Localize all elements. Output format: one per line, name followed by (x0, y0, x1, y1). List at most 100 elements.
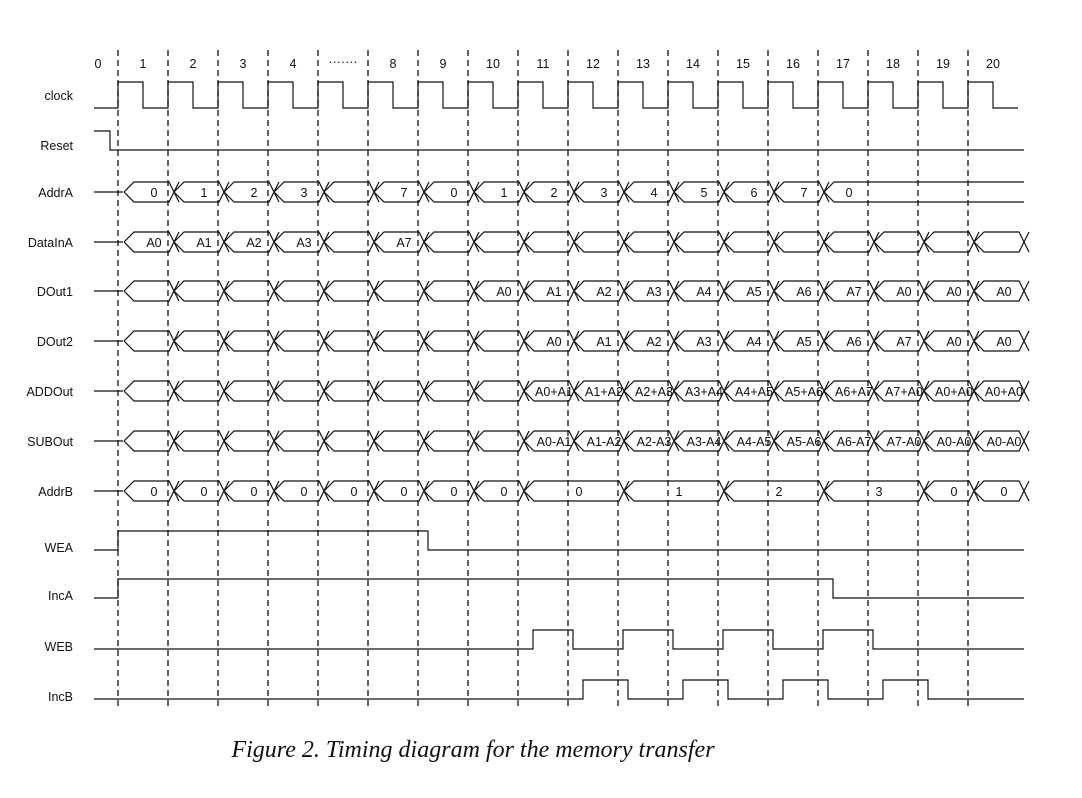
bus-cell (173, 280, 230, 302)
cycle-number-row: 0 1 2 3 4 8 9 10 11 12 13 14 15 16 17 18 19 20······· (95, 55, 1000, 71)
bus-cell (473, 231, 530, 253)
cycle-label: 1 (140, 57, 147, 71)
bus-cell (373, 280, 430, 302)
cycle-label: 8 (390, 57, 397, 71)
bus-cell (423, 430, 480, 452)
bus-value: A0 (946, 335, 961, 349)
signal-label-addra: AddrA (38, 186, 73, 200)
bus-value: 1 (501, 186, 508, 200)
bus-value: 3 (601, 186, 608, 200)
bus-cell (223, 330, 280, 352)
cycle-label: 15 (736, 57, 750, 71)
cycle-label: 13 (636, 57, 650, 71)
bus-value: 7 (401, 186, 408, 200)
cycle-label: 3 (240, 57, 247, 71)
cycle-label: 0 (95, 57, 102, 71)
bus-value: A5 (796, 335, 811, 349)
bus-cell (573, 231, 630, 253)
bus-cell (473, 380, 530, 402)
waveform-dout1: A0 A1 A2 A3 A4 A5 A6 A7 A0 A0 A0 (94, 280, 1030, 302)
bus-value: A0 (546, 335, 561, 349)
bus-value: 0 (501, 485, 508, 499)
cycle-ellipsis: ······· (328, 55, 357, 69)
bus-value: A6 (796, 285, 811, 299)
bus-value: A0+A0 (985, 385, 1023, 399)
bus-value: A0 (896, 285, 911, 299)
bus-cell (973, 330, 1030, 352)
cycle-label: 18 (886, 57, 900, 71)
bus-cell (323, 430, 380, 452)
bus-value: A7-A0 (887, 435, 922, 449)
bus-value: A1 (196, 236, 211, 250)
bus-cell (773, 231, 830, 253)
reset-wave (94, 130, 1024, 151)
bus-cell (523, 231, 580, 253)
cycle-label: 10 (486, 57, 500, 71)
bus-value: A7 (846, 285, 861, 299)
bus-cell (973, 380, 1030, 402)
signal-label-reset: Reset (40, 139, 73, 153)
bus-value: A0-A0 (987, 435, 1022, 449)
waveform-subout: A0-A1 A1-A2 A2-A3 A3-A4 A4-A5 A5-A6 A6-A7 A7-A0… (94, 430, 1030, 452)
bus-value: 4 (651, 186, 658, 200)
bus-cell (823, 181, 1024, 203)
bus-value: A0 (146, 236, 161, 250)
waveform-inca (94, 578, 1024, 599)
bus-cell (973, 280, 1030, 302)
bus-cell (373, 430, 430, 452)
bus-cell (973, 231, 1030, 253)
waveform-incb (94, 679, 1024, 700)
bus-value: A3 (646, 285, 661, 299)
signal-label-addrb: AddrB (38, 485, 73, 499)
bus-cell (123, 430, 180, 452)
cycle-label: 20 (986, 57, 1000, 71)
bus-value: A6-A7 (837, 435, 872, 449)
bus-value: A3+A4 (685, 385, 723, 399)
level-wave (94, 629, 1024, 650)
bus-value: 0 (846, 186, 853, 200)
bus-cell (223, 280, 280, 302)
bus-value: A6 (846, 335, 861, 349)
cycle-label: 2 (190, 57, 197, 71)
level-wave (94, 530, 1024, 551)
bus-value: 0 (151, 186, 158, 200)
bus-value: A2 (646, 335, 661, 349)
bus-value: A7 (896, 335, 911, 349)
bus-cell (973, 480, 1030, 502)
bus-cell (923, 231, 980, 253)
bus-value: 0 (951, 485, 958, 499)
cycle-label: 11 (537, 57, 550, 71)
bus-cell (473, 430, 530, 452)
bus-value: A2 (596, 285, 611, 299)
bus-cell (273, 430, 330, 452)
bus-cell (273, 380, 330, 402)
bus-value: A1 (546, 285, 561, 299)
bus-value: 0 (576, 485, 583, 499)
bus-cell (123, 280, 180, 302)
cycle-label: 16 (786, 57, 800, 71)
waveform-clock (94, 81, 1018, 109)
bus-value: A4-A5 (737, 435, 772, 449)
waveform-addrb: 0 0 0 0 0 0 0 0 0 1 2 3 0 0 (94, 480, 1030, 502)
bus-value: A1-A2 (587, 435, 622, 449)
signal-label-column: clock Reset AddrA DataInA DOut1 DOut2 ADDOut SU… (26, 89, 73, 704)
bus-value: A4 (696, 285, 711, 299)
bus-value: 0 (301, 485, 308, 499)
bus-cell (323, 330, 380, 352)
bus-value: 5 (701, 186, 708, 200)
bus-value: A0+A1 (535, 385, 573, 399)
bus-cell (673, 231, 730, 253)
bus-cell (323, 231, 380, 253)
bus-value: A6+A7 (835, 385, 873, 399)
bus-value: A0-A0 (937, 435, 972, 449)
bus-value: 0 (1001, 485, 1008, 499)
bus-cell (323, 181, 380, 203)
bus-value: 0 (201, 485, 208, 499)
bus-value: A3 (296, 236, 311, 250)
bus-cell (723, 231, 780, 253)
bus-value: A1 (596, 335, 611, 349)
signal-label-web: WEB (45, 640, 73, 654)
bus-cell (373, 330, 430, 352)
waveform-addra: 0 1 2 3 7 0 1 2 3 4 5 6 7 0 (94, 181, 1024, 203)
bus-cell (973, 430, 1030, 452)
